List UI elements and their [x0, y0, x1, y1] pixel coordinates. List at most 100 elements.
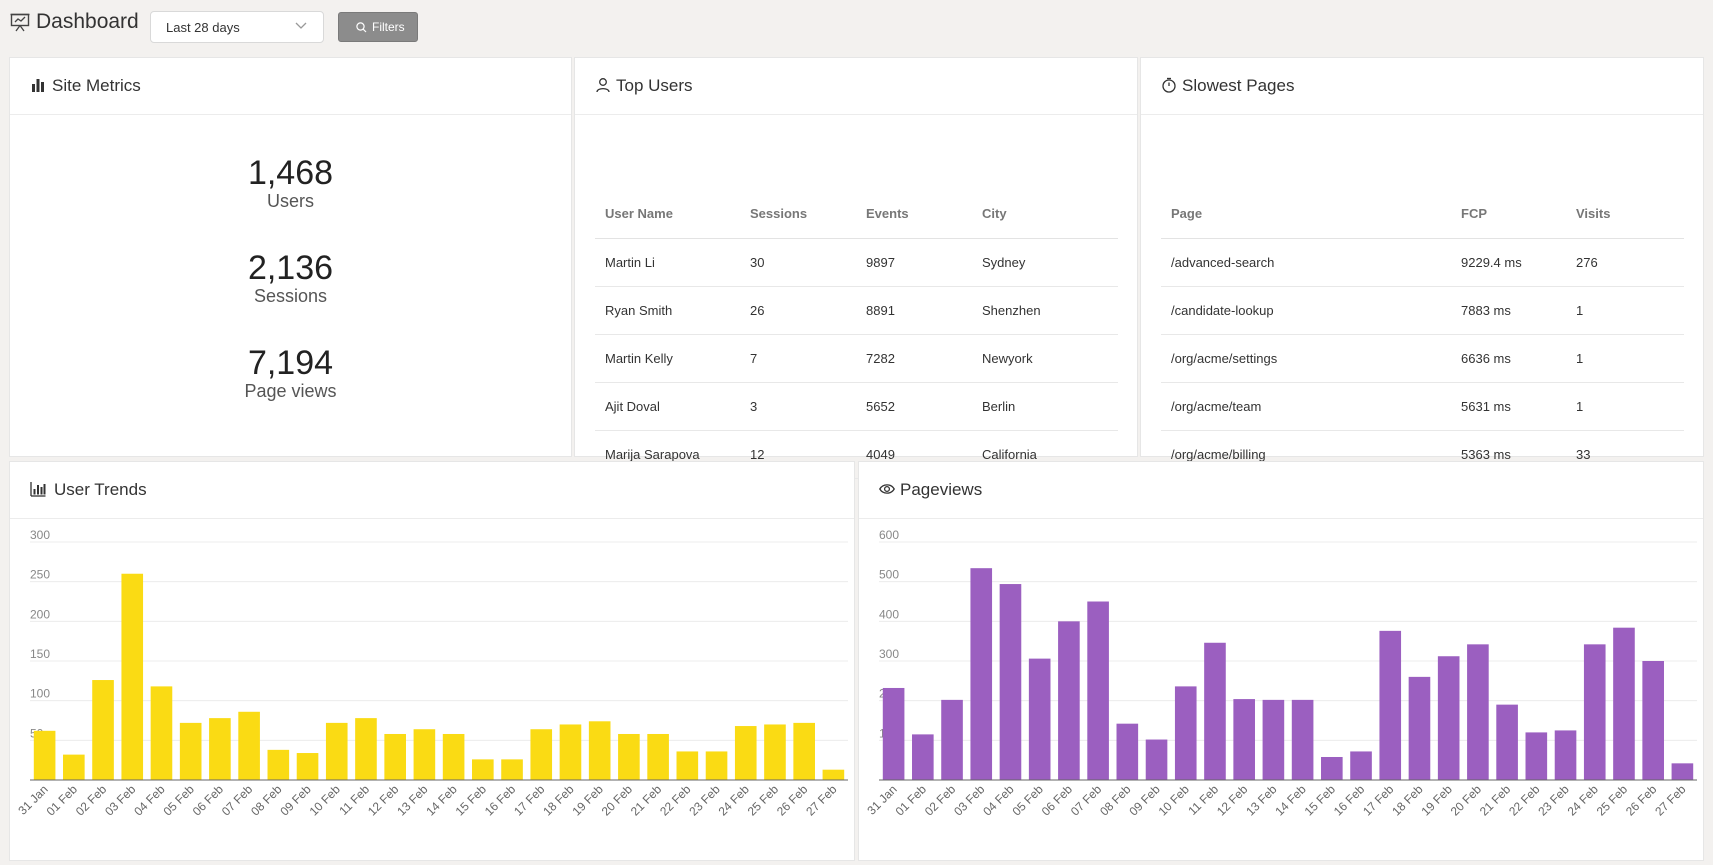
- table-header-row: User Name Sessions Events City: [595, 190, 1118, 239]
- user-icon: [596, 78, 610, 93]
- table-cell: 5652: [856, 382, 972, 431]
- bar[interactable]: [588, 721, 611, 780]
- y-tick-label: 400: [879, 607, 899, 621]
- bar[interactable]: [33, 730, 56, 780]
- bar[interactable]: [442, 733, 465, 780]
- bar[interactable]: [1496, 704, 1518, 780]
- bar[interactable]: [1262, 699, 1285, 780]
- bar[interactable]: [1467, 644, 1489, 780]
- bar[interactable]: [1321, 756, 1343, 780]
- table-cell: Martin Li: [595, 238, 740, 287]
- bar[interactable]: [1204, 642, 1226, 780]
- bar[interactable]: [384, 733, 406, 780]
- bar[interactable]: [559, 724, 582, 780]
- bar[interactable]: [822, 769, 845, 780]
- metric-label: Sessions: [253, 286, 328, 306]
- bar[interactable]: [734, 726, 757, 780]
- bar[interactable]: [705, 751, 728, 780]
- bar[interactable]: [296, 753, 319, 780]
- bar[interactable]: [179, 722, 202, 780]
- bar[interactable]: [92, 680, 114, 780]
- bar[interactable]: [472, 759, 494, 780]
- y-tick-label: 300: [879, 647, 899, 661]
- x-tick-label: 19 Feb: [569, 782, 606, 819]
- bar[interactable]: [676, 751, 699, 780]
- bar[interactable]: [325, 722, 348, 780]
- bar[interactable]: [1350, 751, 1372, 780]
- table-row: /org/acme/settings 6636 ms 1: [1161, 334, 1684, 383]
- bar[interactable]: [1116, 723, 1139, 780]
- table-cell: /org/acme/settings: [1161, 334, 1451, 383]
- table-row: Martin Li 30 9897 Sydney: [595, 238, 1118, 287]
- bar[interactable]: [1671, 763, 1694, 780]
- bar[interactable]: [1058, 621, 1080, 780]
- bar[interactable]: [1028, 658, 1051, 780]
- x-tick-label: 13 Feb: [394, 782, 431, 819]
- bar[interactable]: [1525, 732, 1548, 780]
- bar[interactable]: [764, 724, 786, 780]
- bar[interactable]: [1642, 661, 1664, 780]
- column-header: Sessions: [740, 190, 856, 239]
- x-tick-label: 15 Feb: [453, 782, 490, 819]
- bar[interactable]: [912, 734, 934, 780]
- bar[interactable]: [1174, 686, 1197, 780]
- bar[interactable]: [1379, 630, 1402, 780]
- x-tick-label: 23 Feb: [1535, 782, 1572, 819]
- bar[interactable]: [1437, 656, 1460, 780]
- card-header: Top Users: [575, 58, 1137, 115]
- table-cell: 9229.4 ms: [1451, 238, 1566, 287]
- metric-value: 1,468: [247, 154, 334, 192]
- x-tick-label: 06 Feb: [190, 782, 227, 819]
- bar[interactable]: [1408, 676, 1431, 780]
- bar[interactable]: [970, 568, 993, 780]
- bar[interactable]: [63, 754, 85, 780]
- bar[interactable]: [355, 718, 377, 780]
- metric-users: 1,468 Users: [10, 154, 571, 212]
- x-tick-label: 22 Feb: [657, 782, 694, 819]
- bar[interactable]: [999, 584, 1022, 780]
- table-cell: Ajit Doval: [595, 382, 740, 431]
- date-range-select[interactable]: Last 28 days: [150, 11, 324, 43]
- x-tick-label: 20 Feb: [599, 782, 636, 819]
- bar[interactable]: [647, 733, 669, 780]
- bar[interactable]: [413, 729, 436, 780]
- card-title: Site Metrics: [52, 76, 141, 95]
- bar[interactable]: [618, 733, 640, 780]
- bar[interactable]: [501, 759, 523, 780]
- table-header-row: Page FCP Visits: [1161, 190, 1684, 239]
- bar[interactable]: [121, 573, 144, 780]
- date-range-value: Last 28 days: [166, 20, 240, 35]
- x-tick-label: 14 Feb: [1272, 782, 1309, 819]
- bar[interactable]: [1291, 699, 1314, 780]
- table-row: Ryan Smith 26 8891 Shenzhen: [595, 286, 1118, 335]
- bar[interactable]: [1233, 699, 1255, 780]
- card-title: User Trends: [54, 480, 147, 499]
- bar[interactable]: [267, 749, 290, 780]
- bar[interactable]: [793, 722, 815, 780]
- bar[interactable]: [1087, 601, 1109, 781]
- bar[interactable]: [1554, 730, 1577, 780]
- card-header: Site Metrics: [10, 58, 571, 115]
- bar[interactable]: [150, 686, 173, 780]
- bar[interactable]: [238, 711, 260, 780]
- x-tick-label: 25 Feb: [745, 782, 782, 819]
- bar[interactable]: [882, 687, 905, 780]
- card-title: Pageviews: [900, 480, 983, 499]
- top-bar: Dashboard Last 28 days Filters: [0, 0, 1713, 52]
- x-tick-label: 25 Feb: [1594, 782, 1631, 819]
- filters-button[interactable]: Filters: [338, 12, 418, 42]
- y-tick-label: 500: [879, 568, 899, 582]
- bar[interactable]: [530, 729, 553, 780]
- bar[interactable]: [941, 699, 963, 780]
- x-tick-label: 23 Feb: [686, 782, 723, 819]
- bar[interactable]: [209, 718, 231, 780]
- y-tick-label: 600: [879, 528, 899, 542]
- bar[interactable]: [1145, 739, 1168, 780]
- bar[interactable]: [1613, 627, 1635, 780]
- search-icon: [356, 22, 367, 33]
- x-tick-label: 20 Feb: [1448, 782, 1485, 819]
- bar[interactable]: [1583, 644, 1606, 780]
- x-tick-label: 19 Feb: [1418, 782, 1455, 819]
- y-tick-label: 150: [30, 647, 50, 661]
